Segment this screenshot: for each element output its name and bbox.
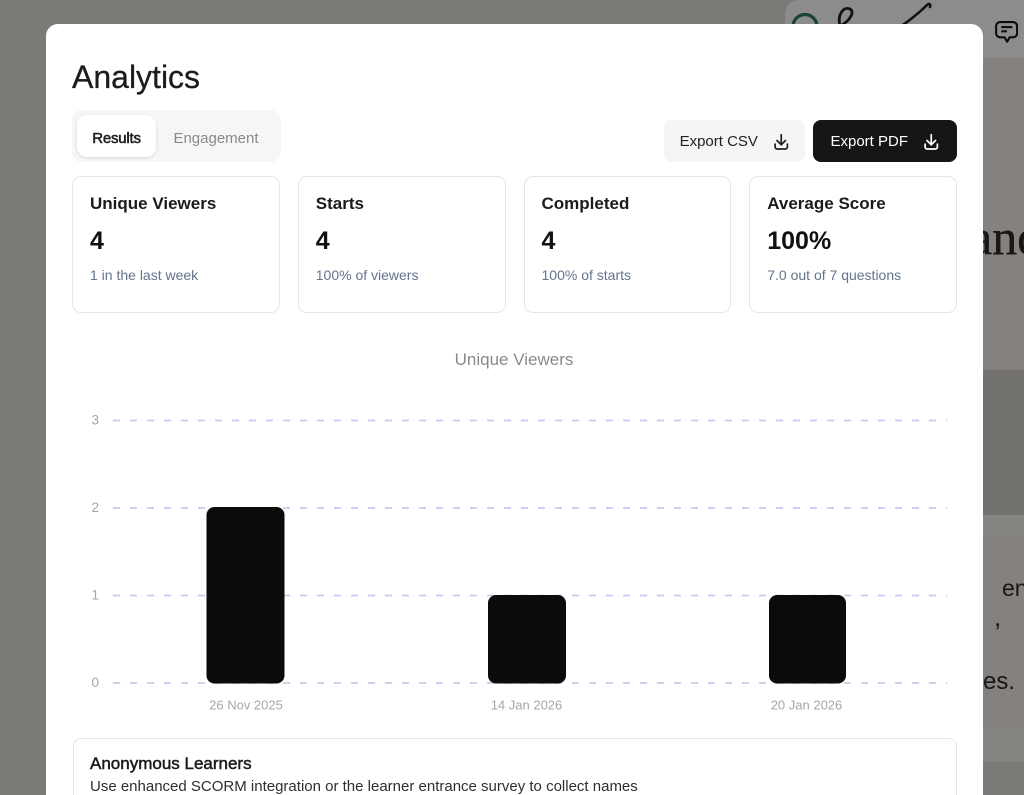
svg-text:20 Jan 2026: 20 Jan 2026 xyxy=(771,698,843,713)
svg-text:3: 3 xyxy=(91,413,99,428)
svg-text:14 Jan 2026: 14 Jan 2026 xyxy=(491,698,563,713)
svg-text:0: 0 xyxy=(91,675,99,690)
svg-text:26 Nov 2025: 26 Nov 2025 xyxy=(209,698,283,713)
svg-text:1: 1 xyxy=(91,588,99,603)
svg-text:2: 2 xyxy=(91,500,99,515)
